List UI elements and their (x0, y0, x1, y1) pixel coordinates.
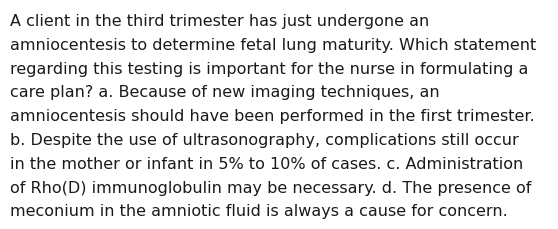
Text: b. Despite the use of ultrasonography, complications still occur: b. Despite the use of ultrasonography, c… (10, 132, 519, 147)
Text: A client in the third trimester has just undergone an: A client in the third trimester has just… (10, 14, 429, 29)
Text: regarding this testing is important for the nurse in formulating a: regarding this testing is important for … (10, 61, 528, 76)
Text: amniocentesis to determine fetal lung maturity. Which statement: amniocentesis to determine fetal lung ma… (10, 38, 536, 53)
Text: amniocentesis should have been performed in the first trimester.: amniocentesis should have been performed… (10, 109, 535, 124)
Text: care plan? a. Because of new imaging techniques, an: care plan? a. Because of new imaging tec… (10, 85, 440, 100)
Text: meconium in the amniotic fluid is always a cause for concern.: meconium in the amniotic fluid is always… (10, 204, 508, 218)
Text: of Rho(D) immunoglobulin may be necessary. d. The presence of: of Rho(D) immunoglobulin may be necessar… (10, 180, 531, 195)
Text: in the mother or infant in 5% to 10% of cases. c. Administration: in the mother or infant in 5% to 10% of … (10, 156, 523, 171)
